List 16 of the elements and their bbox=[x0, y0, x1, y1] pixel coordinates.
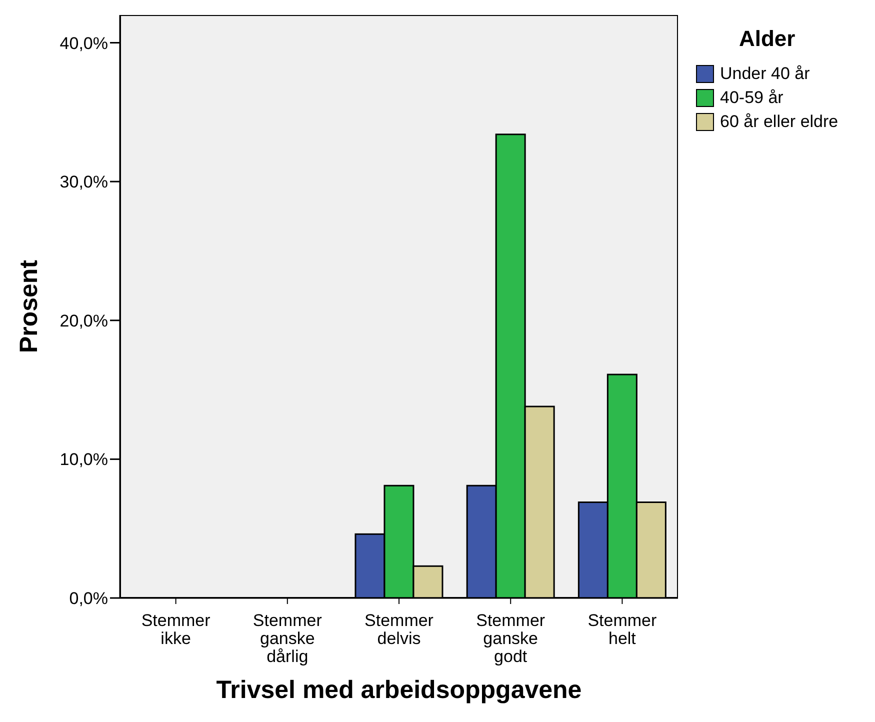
x-tick-label: Stemmer helt bbox=[588, 611, 658, 648]
y-tick-label: 20,0% bbox=[60, 311, 108, 330]
x-tick-label: Stemmer ganske dårlig bbox=[252, 611, 322, 666]
legend-label: Under 40 år bbox=[720, 64, 810, 84]
y-tick-label: 40,0% bbox=[60, 34, 108, 53]
legend-title: Alder bbox=[738, 26, 796, 52]
legend-label: 60 år eller eldre bbox=[720, 112, 838, 132]
y-axis-title: Prosent bbox=[14, 259, 43, 354]
y-tick-label: 10,0% bbox=[60, 450, 108, 470]
x-tick-label: Stemmer delvis bbox=[364, 611, 434, 648]
y-tick-label: 30,0% bbox=[60, 172, 108, 192]
y-tick-label: 0,0% bbox=[69, 589, 108, 608]
x-tick-label: Stemmer ikke bbox=[141, 611, 211, 648]
legend-label: 40-59 år bbox=[720, 88, 784, 108]
x-tick-label: Stemmer ganske godt bbox=[476, 611, 546, 666]
x-axis-title: Trivsel med arbeidsoppgavene bbox=[216, 676, 582, 704]
